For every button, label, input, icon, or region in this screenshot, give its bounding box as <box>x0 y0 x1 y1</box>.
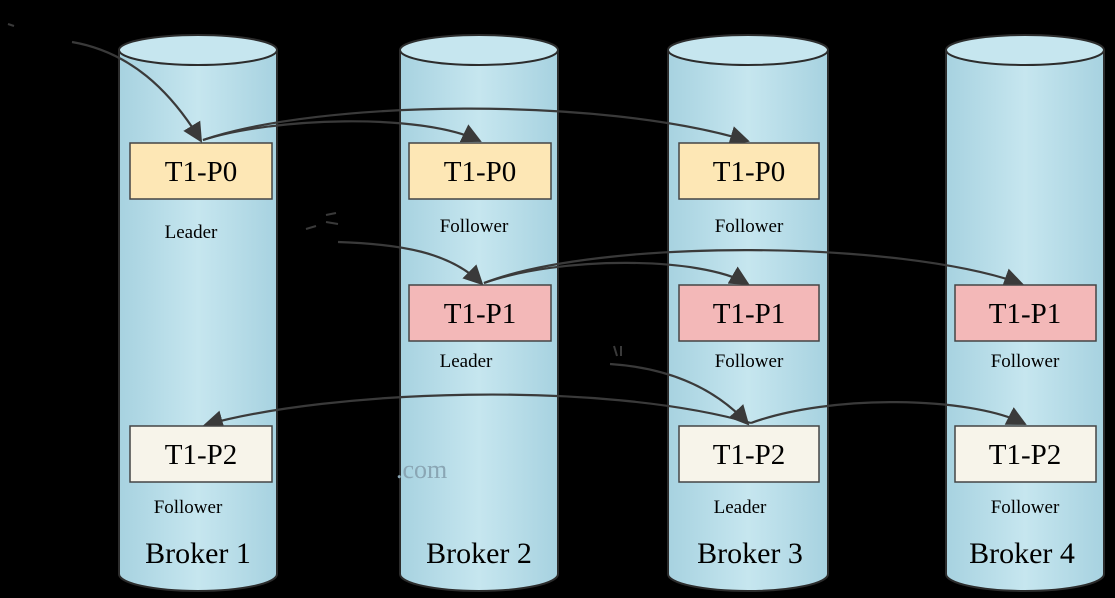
partition-role: Leader <box>440 351 493 372</box>
origin-marks <box>7 23 622 357</box>
cylinder-top <box>945 34 1105 66</box>
partition-b4-p1: T1-P1 Follower <box>954 284 1097 372</box>
partition-box <box>954 284 1097 342</box>
replica-arrow-p1-b4 <box>483 249 1024 288</box>
origin-mark-p0 <box>7 23 15 27</box>
watermark-right: .com <box>396 455 447 484</box>
partition-role: Follower <box>154 497 223 518</box>
partition-role: Follower <box>715 351 784 372</box>
replication-arrows <box>71 40 1027 430</box>
cylinder-top <box>399 34 559 66</box>
broker-label: Broker 2 <box>426 537 532 570</box>
partition-box <box>129 142 273 200</box>
partition-b3-p1: T1-P1 Follower <box>678 284 820 372</box>
incoming-arrow-p0 <box>71 40 203 143</box>
partition-b4-p2: T1-P2 Follower <box>954 425 1097 518</box>
replica-arrow-p2-b1 <box>203 393 752 430</box>
incoming-arrow-p2 <box>609 362 750 426</box>
partition-name: T1-P1 <box>989 298 1062 330</box>
partition-role: Leader <box>165 222 218 243</box>
partition-b2-p0: T1-P0 Follower <box>408 142 552 237</box>
partition-role: Follower <box>991 497 1060 518</box>
partition-name: T1-P0 <box>165 156 238 188</box>
replica-arrow-p2-b4 <box>750 401 1027 425</box>
broker-label: Broker 4 <box>969 537 1075 570</box>
partition-name: T1-P2 <box>165 439 238 471</box>
partition-role: Follower <box>991 351 1060 372</box>
partition-b3-p0: T1-P0 Follower <box>678 142 820 237</box>
partition-box <box>678 425 820 483</box>
origin-mark-p1 <box>305 212 339 230</box>
partition-box <box>678 284 820 342</box>
partition-box <box>129 425 273 483</box>
partition-name: T1-P2 <box>713 439 786 471</box>
broker-label: Broker 1 <box>145 537 251 570</box>
origin-mark-p2 <box>613 345 622 357</box>
partition-name: T1-P0 <box>713 156 786 188</box>
partition-box <box>678 142 820 200</box>
partition-name: T1-P2 <box>989 439 1062 471</box>
broker-label: Broker 3 <box>697 537 803 570</box>
partition-b3-p2: T1-P2 Leader <box>678 425 820 518</box>
partition-box <box>408 142 552 200</box>
partition-box <box>408 284 552 342</box>
replica-arrow-p1-b3 <box>483 261 750 285</box>
partition-b1-p0: T1-P0 Leader <box>129 142 273 243</box>
partition-name: T1-P1 <box>713 298 786 330</box>
partition-role: Follower <box>715 216 784 237</box>
partition-role: Leader <box>714 497 767 518</box>
incoming-arrow-p1 <box>337 240 484 286</box>
partition-name: T1-P0 <box>444 156 517 188</box>
partition-box <box>954 425 1097 483</box>
partition-b1-p2: T1-P2 Follower <box>129 425 273 518</box>
cylinder-top <box>118 34 278 66</box>
partition-role: Follower <box>440 216 509 237</box>
partition-name: T1-P1 <box>444 298 517 330</box>
replica-arrow-p0-b3 <box>202 107 750 146</box>
partition-b2-p1: T1-P1 Leader <box>408 284 552 372</box>
cylinder-top <box>667 34 829 66</box>
